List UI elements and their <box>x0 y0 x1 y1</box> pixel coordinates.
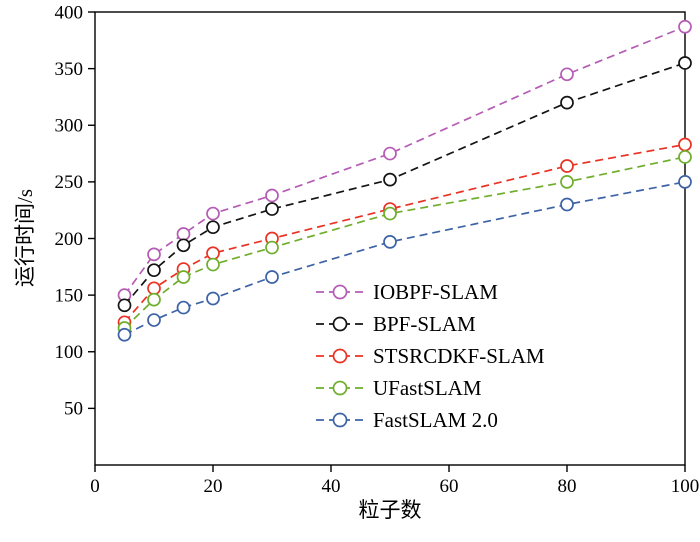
legend-label-FastSLAM 2.0: FastSLAM 2.0 <box>373 408 498 432</box>
series-marker-FastSLAM 2.0 <box>176 300 191 315</box>
series-marker-IOBPF-SLAM <box>206 206 220 221</box>
series-marker-FastSLAM 2.0 <box>117 327 132 342</box>
legend-label-STSRCDKF-SLAM: STSRCDKF-SLAM <box>373 344 545 368</box>
series-marker-STSRCDKF-SLAM <box>560 159 574 173</box>
series-marker-FastSLAM 2.0 <box>147 313 161 327</box>
series-marker-UFastSLAM <box>383 206 397 221</box>
legend-label-BPF-SLAM: BPF-SLAM <box>373 312 476 336</box>
series-marker-UFastSLAM <box>560 175 574 189</box>
series-marker-STSRCDKF-SLAM <box>678 137 692 152</box>
series-marker-IOBPF-SLAM <box>147 247 161 262</box>
series-marker-STSRCDKF-SLAM <box>206 246 220 261</box>
series-marker-IOBPF-SLAM <box>678 19 692 34</box>
series-marker-IOBPF-SLAM <box>265 188 279 203</box>
legend-marker-UFastSLAM <box>332 380 348 396</box>
series-marker-UFastSLAM <box>176 270 191 284</box>
series-marker-UFastSLAM <box>678 150 692 164</box>
x-tick-label: 20 <box>204 476 223 497</box>
series-marker-IOBPF-SLAM <box>383 146 397 161</box>
series-marker-BPF-SLAM <box>176 238 191 253</box>
series-marker-UFastSLAM <box>206 257 220 272</box>
y-tick-label: 350 <box>55 59 84 80</box>
y-tick-label: 400 <box>55 2 84 23</box>
series-marker-FastSLAM 2.0 <box>560 197 574 212</box>
y-tick-label: 50 <box>64 399 83 420</box>
series-marker-UFastSLAM <box>265 240 279 255</box>
legend-marker-IOBPF-SLAM <box>332 284 348 300</box>
series-marker-BPF-SLAM <box>560 95 574 110</box>
series-line-UFastSLAM <box>123 156 686 329</box>
series-line-STSRCDKF-SLAM <box>123 143 686 323</box>
x-axis-label: 粒子数 <box>358 498 422 522</box>
series-marker-FastSLAM 2.0 <box>383 235 397 249</box>
series-marker-BPF-SLAM <box>265 202 279 216</box>
legend-label-IOBPF-SLAM: IOBPF-SLAM <box>373 280 498 304</box>
x-tick-label: 80 <box>558 476 577 497</box>
series-marker-BPF-SLAM <box>206 220 220 235</box>
x-tick-label: 60 <box>440 476 459 497</box>
series-marker-BPF-SLAM <box>147 263 161 278</box>
x-tick-label: 0 <box>90 476 100 497</box>
series-marker-BPF-SLAM <box>678 56 692 70</box>
series-marker-BPF-SLAM <box>117 298 132 313</box>
y-tick-label: 300 <box>55 116 84 137</box>
y-tick-label: 100 <box>55 342 84 363</box>
series-line-FastSLAM 2.0 <box>124 181 686 336</box>
legend-marker-FastSLAM 2.0 <box>332 412 348 428</box>
series-marker-FastSLAM 2.0 <box>678 175 692 189</box>
legend-marker-BPF-SLAM <box>332 316 348 332</box>
series-marker-UFastSLAM <box>147 292 161 307</box>
y-tick-label: 200 <box>55 229 84 250</box>
series-marker-IOBPF-SLAM <box>176 227 191 241</box>
legend-label-UFastSLAM: UFastSLAM <box>373 376 482 400</box>
series-marker-BPF-SLAM <box>383 172 397 187</box>
legend-marker-STSRCDKF-SLAM <box>332 348 348 364</box>
y-tick-label: 150 <box>55 285 84 306</box>
y-axis-label: 运行时间/s <box>13 188 37 288</box>
y-tick-label: 250 <box>55 172 84 193</box>
x-tick-label: 100 <box>671 476 700 497</box>
series-marker-FastSLAM 2.0 <box>265 270 279 284</box>
x-tick-label: 40 <box>322 476 341 497</box>
series-marker-STSRCDKF-SLAM <box>147 281 161 296</box>
series-marker-IOBPF-SLAM <box>560 67 574 82</box>
series-marker-FastSLAM 2.0 <box>206 291 220 306</box>
